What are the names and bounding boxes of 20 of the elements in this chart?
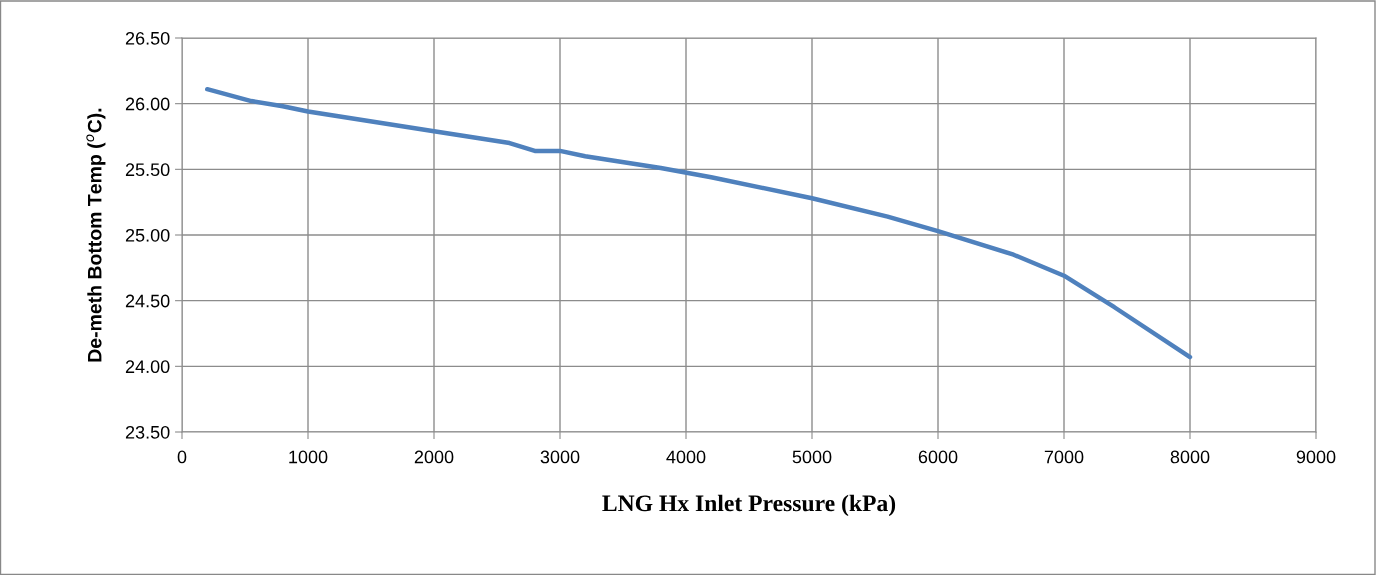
x-tick-label: 8000 xyxy=(1170,450,1210,464)
x-tick-label: 0 xyxy=(177,450,187,464)
y-tick-label: 23.50 xyxy=(125,425,170,439)
x-tick-label: 3000 xyxy=(540,450,580,464)
x-tick-label: 1000 xyxy=(289,450,328,464)
x-tick-label: 9000 xyxy=(1296,450,1336,464)
y-tick-label: 24.00 xyxy=(125,360,170,374)
x-tick-label: 7000 xyxy=(1044,450,1084,464)
y-tick-label: 24.50 xyxy=(125,294,170,308)
x-tick-label: 4000 xyxy=(666,450,706,464)
x-tick-label: 5000 xyxy=(792,450,832,464)
x-axis-title: LNG Hx Inlet Pressure (kPa) xyxy=(602,494,896,517)
x-tick-label: 6000 xyxy=(918,450,958,464)
x-tick-label: 2000 xyxy=(414,450,454,464)
line-series xyxy=(204,87,1193,360)
y-axis-title: De-meth Bottom Temp ($^{o}$C). xyxy=(86,108,106,362)
y-tick-label: 26.00 xyxy=(125,97,170,111)
y-tick-label: 25.00 xyxy=(125,228,170,242)
y-tick-label: 25.50 xyxy=(125,163,170,177)
y-tick-label: 26.50 xyxy=(125,31,170,45)
